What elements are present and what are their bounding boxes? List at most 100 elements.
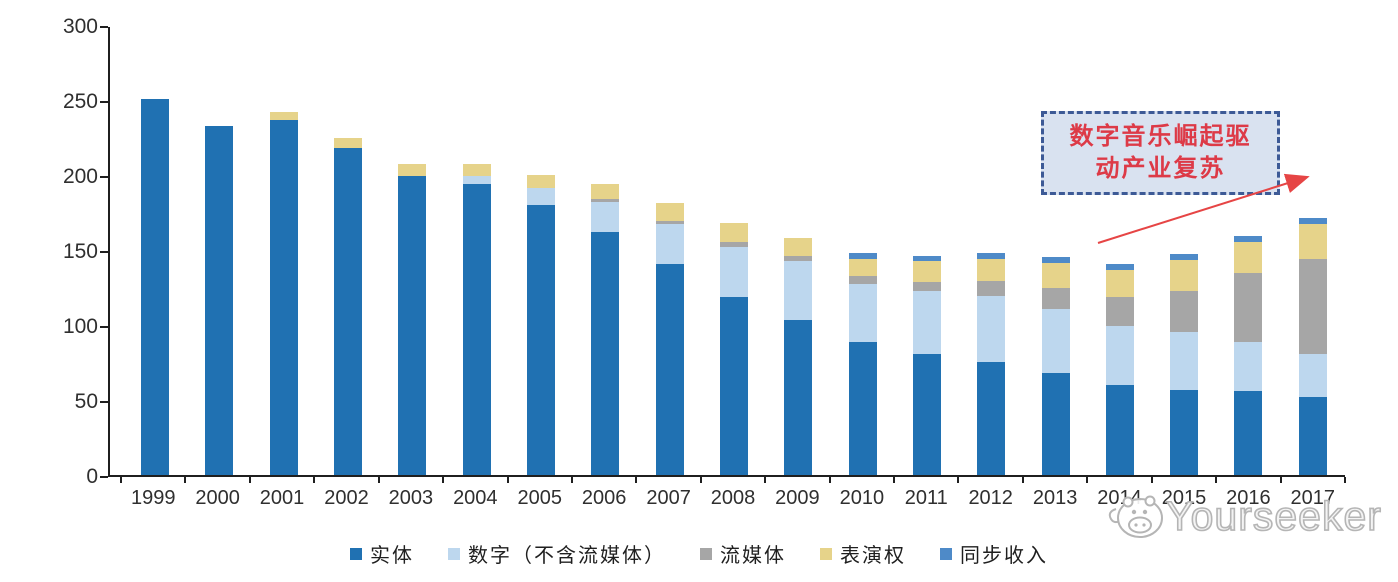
bar-segment — [848, 252, 877, 259]
bar-segment — [527, 174, 556, 189]
bar-segment — [848, 283, 877, 343]
legend: 实体 数字（不含流媒体） 流媒体 表演权 同步收入 — [0, 539, 1398, 568]
x-tick-mark — [1279, 477, 1282, 483]
watermark: Yourseeker — [1104, 487, 1382, 545]
bar-1999 — [123, 27, 187, 475]
bar-segment — [591, 231, 620, 475]
x-tick-mark — [442, 477, 445, 483]
legend-marker-icon — [700, 547, 712, 560]
bar-segment — [269, 112, 298, 120]
bar-segment — [141, 98, 170, 475]
legend-item: 同步收入 — [940, 539, 1048, 568]
bar-segment — [784, 319, 813, 475]
bar-segment — [591, 201, 620, 232]
x-axis-label: 2013 — [1032, 487, 1078, 509]
x-axis-label: 2004 — [453, 487, 498, 509]
bar-2009 — [766, 27, 830, 475]
x-tick-mark — [248, 477, 251, 483]
stacked-bar — [784, 237, 813, 475]
bar-2015 — [1152, 27, 1216, 475]
x-axis-label: 2012 — [968, 487, 1013, 509]
bar-segment — [719, 242, 748, 247]
bar-2010 — [830, 27, 894, 475]
bar-segment — [591, 198, 620, 202]
bar-2000 — [187, 27, 251, 475]
bar-segment — [848, 276, 877, 284]
stacked-bar — [141, 98, 170, 475]
bar-segment — [1234, 342, 1263, 392]
bar-segment — [1234, 273, 1263, 343]
bar-2012 — [959, 27, 1023, 475]
bar-segment — [1105, 270, 1134, 298]
bar-segment — [1041, 257, 1070, 263]
x-axis-label: 2015 — [1161, 487, 1207, 509]
bar-segment — [1298, 397, 1327, 475]
x-axis-label: 2003 — [388, 487, 434, 509]
bar-segment — [1041, 288, 1070, 310]
bar-segment — [1041, 309, 1070, 374]
bars-container — [123, 27, 1345, 475]
bar-segment — [848, 342, 877, 475]
bar-segment — [462, 183, 491, 475]
bar-segment — [977, 280, 1006, 296]
bar-segment — [719, 297, 748, 475]
x-axis-label: 2002 — [324, 487, 369, 509]
legend-item: 实体 — [350, 539, 414, 568]
x-tick-mark — [957, 477, 960, 483]
bar-segment — [655, 203, 684, 222]
y-tick-mark — [100, 251, 108, 253]
x-tick-mark — [120, 477, 122, 483]
bar-segment — [655, 221, 684, 225]
legend-item: 数字（不含流媒体） — [448, 539, 666, 568]
bar-segment — [205, 125, 234, 475]
legend-label: 同步收入 — [960, 545, 1048, 567]
watermark-text: Yourseeker — [1165, 492, 1382, 540]
bar-segment — [1170, 291, 1199, 332]
legend-marker-icon — [448, 547, 460, 560]
bar-segment — [912, 291, 941, 355]
x-axis-label: 2006 — [581, 487, 627, 509]
y-tick-label: 50 — [74, 390, 98, 413]
bar-segment — [591, 183, 620, 199]
bar-segment — [1105, 325, 1134, 386]
hippo-mascot-icon — [1108, 495, 1163, 538]
bar-2017 — [1281, 27, 1345, 475]
bar-segment — [398, 164, 427, 177]
plot-area — [108, 27, 1345, 477]
y-tick-mark — [100, 401, 108, 403]
bar-segment — [977, 252, 1006, 259]
bar-segment — [1170, 259, 1199, 292]
stacked-bar — [1234, 236, 1263, 475]
bar-segment — [912, 354, 941, 475]
bar-2004 — [445, 27, 509, 475]
x-tick-mark — [1086, 477, 1089, 483]
x-tick-mark — [1344, 477, 1346, 483]
bar-segment — [977, 258, 1006, 281]
bar-segment — [1234, 242, 1263, 274]
x-tick-mark — [377, 477, 380, 483]
annotation-line-1: 数字音乐崛起驱 — [1069, 124, 1252, 150]
bar-2003 — [380, 27, 444, 475]
stacked-bar — [1298, 218, 1327, 475]
bar-segment — [1041, 373, 1070, 475]
x-tick-mark — [635, 477, 638, 483]
x-tick-mark — [506, 477, 509, 483]
bar-segment — [527, 204, 556, 475]
bar-segment — [1105, 264, 1134, 271]
bar-2016 — [1216, 27, 1280, 475]
x-tick-mark — [570, 477, 573, 483]
stacked-bar — [334, 137, 363, 475]
y-tick-mark — [100, 101, 108, 103]
bar-segment — [462, 164, 491, 177]
bar-segment — [269, 119, 298, 475]
x-tick-mark — [828, 477, 831, 483]
x-tick-mark — [1021, 477, 1024, 483]
bar-segment — [977, 361, 1006, 475]
bar-segment — [1170, 331, 1199, 390]
x-axis-label: 2016 — [1226, 487, 1271, 509]
bar-2014 — [1088, 27, 1152, 475]
bar-2011 — [895, 27, 959, 475]
y-tick-label: 300 — [62, 15, 98, 38]
bar-segment — [527, 188, 556, 205]
